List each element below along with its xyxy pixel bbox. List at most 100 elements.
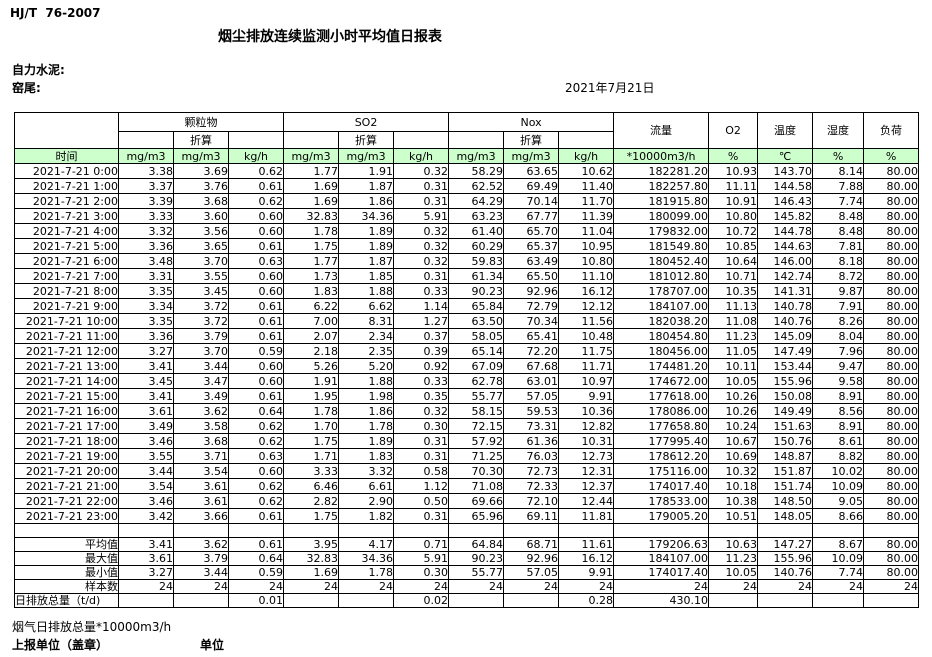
table-row: 2021-7-21 2:00 3.39 3.68 0.62 1.69 1.86 0.31 64…: [14, 193, 920, 209]
value-cell: 3.41: [118, 388, 174, 404]
empty-cell: [757, 523, 814, 538]
value-cell: 58.29: [448, 163, 505, 179]
summary-label: 平均值: [14, 537, 119, 552]
row-time-cell: 2021-7-21 21:00: [14, 478, 119, 494]
table-row: 2021-7-21 20:00 3.44 3.54 0.60 3.33 3.32 0.58 7…: [14, 463, 920, 479]
group-header-particulate: 颗粒物: [117, 112, 285, 132]
value-cell: 1.12: [393, 478, 450, 494]
value-cell: 10.69: [708, 448, 759, 464]
value-cell: 0.62: [227, 163, 285, 179]
empty-cell: [613, 523, 710, 538]
value-cell: 141.31: [757, 283, 814, 299]
table-row: 2021-7-21 14:00 3.45 3.47 0.60 1.91 1.88 0.33 6…: [14, 373, 920, 389]
reporting-unit-label: 上报单位（盖章）: [12, 638, 109, 652]
summary-row: 最小值 3.27 3.44 0.59 1.69 1.78 0.30 55.77 57.05 9.9…: [14, 565, 920, 580]
summary-label: 样本数: [14, 579, 119, 594]
summary-value-cell: 9.91: [558, 565, 615, 580]
value-cell: 144.78: [757, 223, 814, 239]
value-cell: 80.00: [863, 313, 920, 329]
value-cell: 3.33: [118, 208, 174, 224]
value-cell: 10.31: [558, 433, 615, 449]
value-cell: 147.49: [757, 343, 814, 359]
summary-value-cell: 5.91: [393, 551, 450, 566]
summary-value-cell: 11.23: [708, 551, 759, 566]
value-cell: 3.66: [173, 508, 229, 524]
row-time-cell: 2021-7-21 12:00: [14, 343, 119, 359]
value-cell: 0.61: [227, 178, 285, 194]
value-cell: 3.68: [173, 193, 229, 209]
summary-value-cell: 24: [227, 579, 285, 594]
value-cell: 65.14: [448, 343, 505, 359]
standard-code: HJ/T 76-2007: [10, 6, 101, 20]
value-cell: 0.60: [227, 223, 285, 239]
value-cell: 80.00: [863, 418, 920, 434]
value-cell: 1.91: [338, 163, 395, 179]
value-cell: 1.71: [283, 448, 340, 464]
value-cell: 71.08: [448, 478, 505, 494]
value-cell: 3.45: [173, 283, 229, 299]
value-cell: 2.90: [338, 493, 395, 509]
summary-value-cell: 10.63: [708, 537, 759, 552]
summary-value-cell: 0.28: [558, 593, 615, 608]
value-cell: 3.68: [173, 433, 229, 449]
value-cell: 1.89: [338, 238, 395, 254]
summary-value-cell: 10.09: [812, 551, 865, 566]
value-cell: 8.82: [812, 448, 865, 464]
summary-value-cell: 24: [118, 579, 174, 594]
value-cell: 0.63: [227, 448, 285, 464]
value-cell: 182257.80: [613, 178, 710, 194]
value-cell: 59.53: [503, 403, 560, 419]
value-cell: 10.35: [708, 283, 759, 299]
value-cell: 72.10: [503, 493, 560, 509]
summary-value-cell: 430.10: [613, 593, 710, 608]
value-cell: 10.26: [708, 403, 759, 419]
summary-value-cell: 155.96: [757, 551, 814, 566]
value-cell: 65.41: [503, 328, 560, 344]
empty-cell: [448, 523, 505, 538]
value-cell: 142.74: [757, 268, 814, 284]
value-cell: 182038.20: [613, 313, 710, 329]
row-time-cell: 2021-7-21 5:00: [14, 238, 119, 254]
value-cell: 0.31: [393, 508, 450, 524]
row-time-cell: 2021-7-21 19:00: [14, 448, 119, 464]
summary-value-cell: 11.61: [558, 537, 615, 552]
summary-value-cell: 0.30: [393, 565, 450, 580]
row-time-cell: 2021-7-21 6:00: [14, 253, 119, 269]
value-cell: 16.12: [558, 283, 615, 299]
value-cell: 182281.20: [613, 163, 710, 179]
value-cell: 1.89: [338, 433, 395, 449]
table-row: 2021-7-21 4:00 3.32 3.56 0.60 1.78 1.89 0.32 61…: [14, 223, 920, 239]
table-row: 2021-7-21 17:00 3.49 3.58 0.62 1.70 1.78 0.30 7…: [14, 418, 920, 434]
value-cell: 90.23: [448, 283, 505, 299]
subheader-empty: [283, 131, 340, 149]
value-cell: 3.35: [118, 283, 174, 299]
empty-cell: [863, 523, 920, 538]
summary-value-cell: 0.59: [227, 565, 285, 580]
value-cell: 0.60: [227, 268, 285, 284]
value-cell: 12.12: [558, 298, 615, 314]
value-cell: 145.82: [757, 208, 814, 224]
empty-cell: [558, 523, 615, 538]
value-cell: 0.92: [393, 358, 450, 374]
value-cell: 72.15: [448, 418, 505, 434]
value-cell: 8.31: [338, 313, 395, 329]
value-cell: 80.00: [863, 433, 920, 449]
row-time-cell: 2021-7-21 20:00: [14, 463, 119, 479]
value-cell: 34.36: [338, 208, 395, 224]
value-cell: 60.29: [448, 238, 505, 254]
value-cell: 3.41: [118, 358, 174, 374]
value-cell: 65.84: [448, 298, 505, 314]
value-cell: 8.91: [812, 418, 865, 434]
column-header-flow: 流量: [613, 112, 710, 149]
value-cell: 63.01: [503, 373, 560, 389]
summary-value-cell: 0.61: [227, 537, 285, 552]
table-row: 2021-7-21 21:00 3.54 3.61 0.62 6.46 6.61 1.12 7…: [14, 478, 920, 494]
value-cell: 67.68: [503, 358, 560, 374]
value-cell: 80.00: [863, 448, 920, 464]
value-cell: 0.32: [393, 403, 450, 419]
value-cell: 0.62: [227, 433, 285, 449]
summary-value-cell: 10.05: [708, 565, 759, 580]
value-cell: 11.71: [558, 358, 615, 374]
summary-value-cell: 80.00: [863, 565, 920, 580]
value-cell: 8.72: [812, 268, 865, 284]
